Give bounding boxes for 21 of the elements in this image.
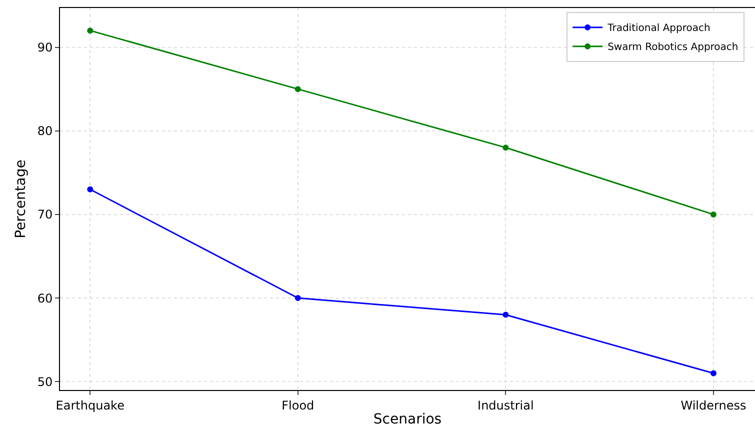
x-axis-title: Scenarios [373, 412, 442, 428]
y-tick-label: 80 [37, 124, 53, 138]
x-tick-label: Industrial [478, 398, 534, 412]
point [502, 144, 509, 151]
y-tick-label: 70 [37, 208, 53, 222]
x-tick-label: Earthquake [56, 398, 124, 412]
legend-label: Swarm Robotics Approach [608, 42, 738, 54]
point [294, 86, 301, 92]
point [294, 295, 301, 302]
x-tick-label: Wilderness [680, 398, 746, 412]
point [87, 28, 94, 34]
y-tick-label: 90 [37, 40, 53, 54]
legend-label: Traditional Approach [606, 23, 710, 34]
point [710, 211, 716, 218]
y-tick-label: 60 [37, 291, 53, 306]
point [87, 186, 94, 192]
y-axis-title: Percentage [12, 160, 29, 238]
y-tick-label: 50 [37, 374, 53, 389]
point [502, 312, 509, 318]
point [710, 370, 716, 376]
x-tick-label: Flood [282, 398, 314, 412]
